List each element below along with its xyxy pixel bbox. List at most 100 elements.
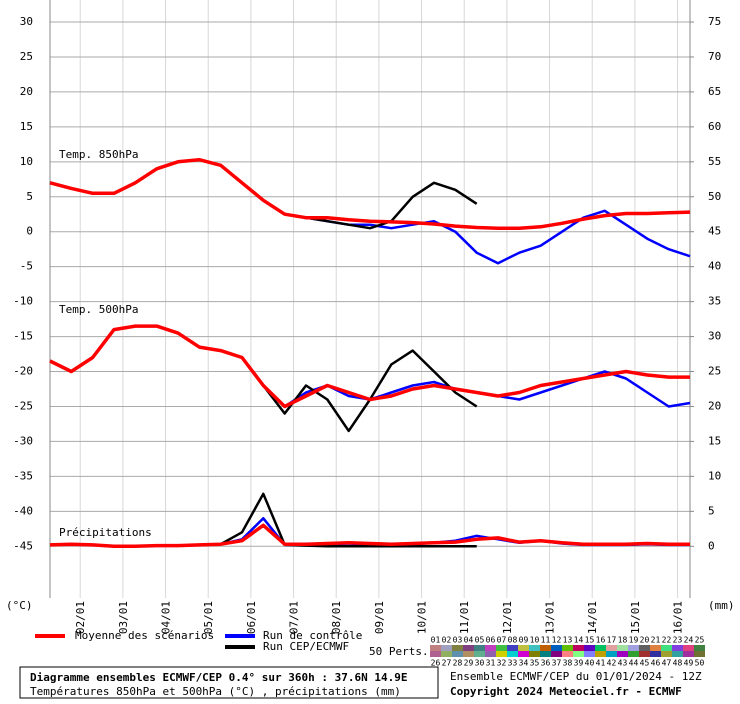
- perturbation-swatch: [639, 645, 650, 651]
- perturbation-label: 42: [607, 659, 617, 668]
- perturbation-label: 17: [607, 636, 617, 645]
- perturbation-swatch: [584, 651, 595, 657]
- perturbation-swatch: [540, 645, 551, 651]
- legend-label: Run de contrôle: [263, 629, 362, 642]
- perturbation-label: 14: [574, 636, 584, 645]
- perturbation-swatch: [452, 645, 463, 651]
- x-tick-label: 12/01: [501, 601, 514, 634]
- perturbation-label: 48: [673, 659, 683, 668]
- x-tick-label: 07/01: [288, 601, 301, 634]
- series-line: [49, 157, 691, 230]
- y2-tick-label: 75: [708, 15, 721, 28]
- perturbation-label: 39: [574, 659, 584, 668]
- y2-tick-label: 60: [708, 120, 721, 133]
- y2-tick-label: 65: [708, 85, 721, 98]
- x-tick-label: 15/01: [629, 601, 642, 634]
- perturbation-swatch: [562, 645, 573, 651]
- y2-tick-label: 70: [708, 50, 721, 63]
- perturbation-swatch: [430, 645, 441, 651]
- chart-title: Diagramme ensembles ECMWF/CEP 0.4° sur 3…: [30, 671, 408, 684]
- perturbation-swatch: [529, 645, 540, 651]
- perturbation-swatch: [584, 645, 595, 651]
- panel-label: Temp. 850hPa: [59, 148, 138, 161]
- perturbation-label: 22: [662, 636, 672, 645]
- perturbation-swatch: [595, 651, 606, 657]
- perturbation-swatch: [628, 651, 639, 657]
- perturbation-label: 31: [486, 659, 496, 668]
- perturbation-label: 46: [651, 659, 661, 668]
- perturbation-swatch: [518, 645, 529, 651]
- perturbation-swatch: [606, 645, 617, 651]
- perturbation-label: 24: [684, 636, 694, 645]
- x-tick-label: 08/01: [330, 601, 343, 634]
- y-axis-label: (°C): [6, 599, 33, 612]
- perturbation-label: 19: [629, 636, 639, 645]
- y-tick-label: 0: [26, 225, 33, 238]
- perturbation-label: 07: [497, 636, 507, 645]
- perturbation-label: 40: [585, 659, 595, 668]
- perturbation-swatch: [507, 645, 518, 651]
- y2-tick-label: 15: [708, 434, 721, 447]
- x-tick-label: 02/01: [74, 601, 87, 634]
- perturbation-swatch: [617, 651, 628, 657]
- y-tick-label: -15: [13, 330, 33, 343]
- perturbation-label: 10: [530, 636, 540, 645]
- perturbation-swatch: [661, 645, 672, 651]
- perturbation-swatch: [650, 651, 661, 657]
- perturbation-swatch: [562, 651, 573, 657]
- perturbation-label: 01: [431, 636, 441, 645]
- x-tick-label: 06/01: [245, 601, 258, 634]
- perturbations-label: 50 Perts.: [369, 645, 429, 658]
- perturbation-swatch: [672, 651, 683, 657]
- perturbation-swatch: [529, 651, 540, 657]
- perturbation-swatch: [518, 651, 529, 657]
- perturbation-swatch: [661, 651, 672, 657]
- perturbation-swatch: [573, 651, 584, 657]
- perturbation-swatch: [496, 651, 507, 657]
- perturbation-label: 33: [508, 659, 518, 668]
- perturbation-label: 12: [552, 636, 562, 645]
- source: Ensemble ECMWF/CEP du 01/01/2024 - 12Z: [450, 670, 702, 683]
- copyright: Copyright 2024 Meteociel.fr - ECMWF: [450, 685, 682, 698]
- perturbation-swatch: [606, 651, 617, 657]
- perturbation-label: 41: [596, 659, 606, 668]
- y-tick-label: -40: [13, 504, 33, 517]
- perturbation-swatch: [452, 651, 463, 657]
- perturbation-label: 23: [673, 636, 683, 645]
- perturbation-swatch: [485, 645, 496, 651]
- perturbation-label: 34: [519, 659, 529, 668]
- perturbation-label: 43: [618, 659, 628, 668]
- perturbation-swatch: [617, 645, 628, 651]
- perturbation-swatch: [441, 651, 452, 657]
- perturbation-swatch: [474, 651, 485, 657]
- y2-tick-label: 5: [708, 504, 715, 517]
- perturbation-label: 27: [442, 659, 452, 668]
- perturbation-label: 05: [475, 636, 485, 645]
- perturbation-label: 38: [563, 659, 573, 668]
- perturbation-swatch: [639, 651, 650, 657]
- y2-tick-label: 25: [708, 365, 721, 378]
- perturbation-swatch: [628, 645, 639, 651]
- series-line: [49, 324, 690, 409]
- perturbation-swatch: [683, 651, 694, 657]
- perturbation-label: 50: [695, 659, 705, 668]
- perturbation-label: 28: [453, 659, 463, 668]
- y2-axis-label: (mm): [708, 599, 735, 612]
- y2-tick-label: 30: [708, 330, 721, 343]
- perturbation-swatch: [441, 645, 452, 651]
- perturbation-swatch: [507, 651, 518, 657]
- perturbation-label: 37: [552, 659, 562, 668]
- y-tick-label: -45: [13, 539, 33, 552]
- perturbation-label: 36: [541, 659, 551, 668]
- x-tick-label: 13/01: [544, 601, 557, 634]
- y2-tick-label: 35: [708, 295, 721, 308]
- perturbation-swatch: [485, 651, 496, 657]
- perturbation-label: 32: [497, 659, 507, 668]
- perturbation-label: 35: [530, 659, 540, 668]
- perturbation-label: 18: [618, 636, 628, 645]
- y2-tick-label: 10: [708, 469, 721, 482]
- y-tick-label: 30: [20, 15, 33, 28]
- series-line: [49, 523, 690, 549]
